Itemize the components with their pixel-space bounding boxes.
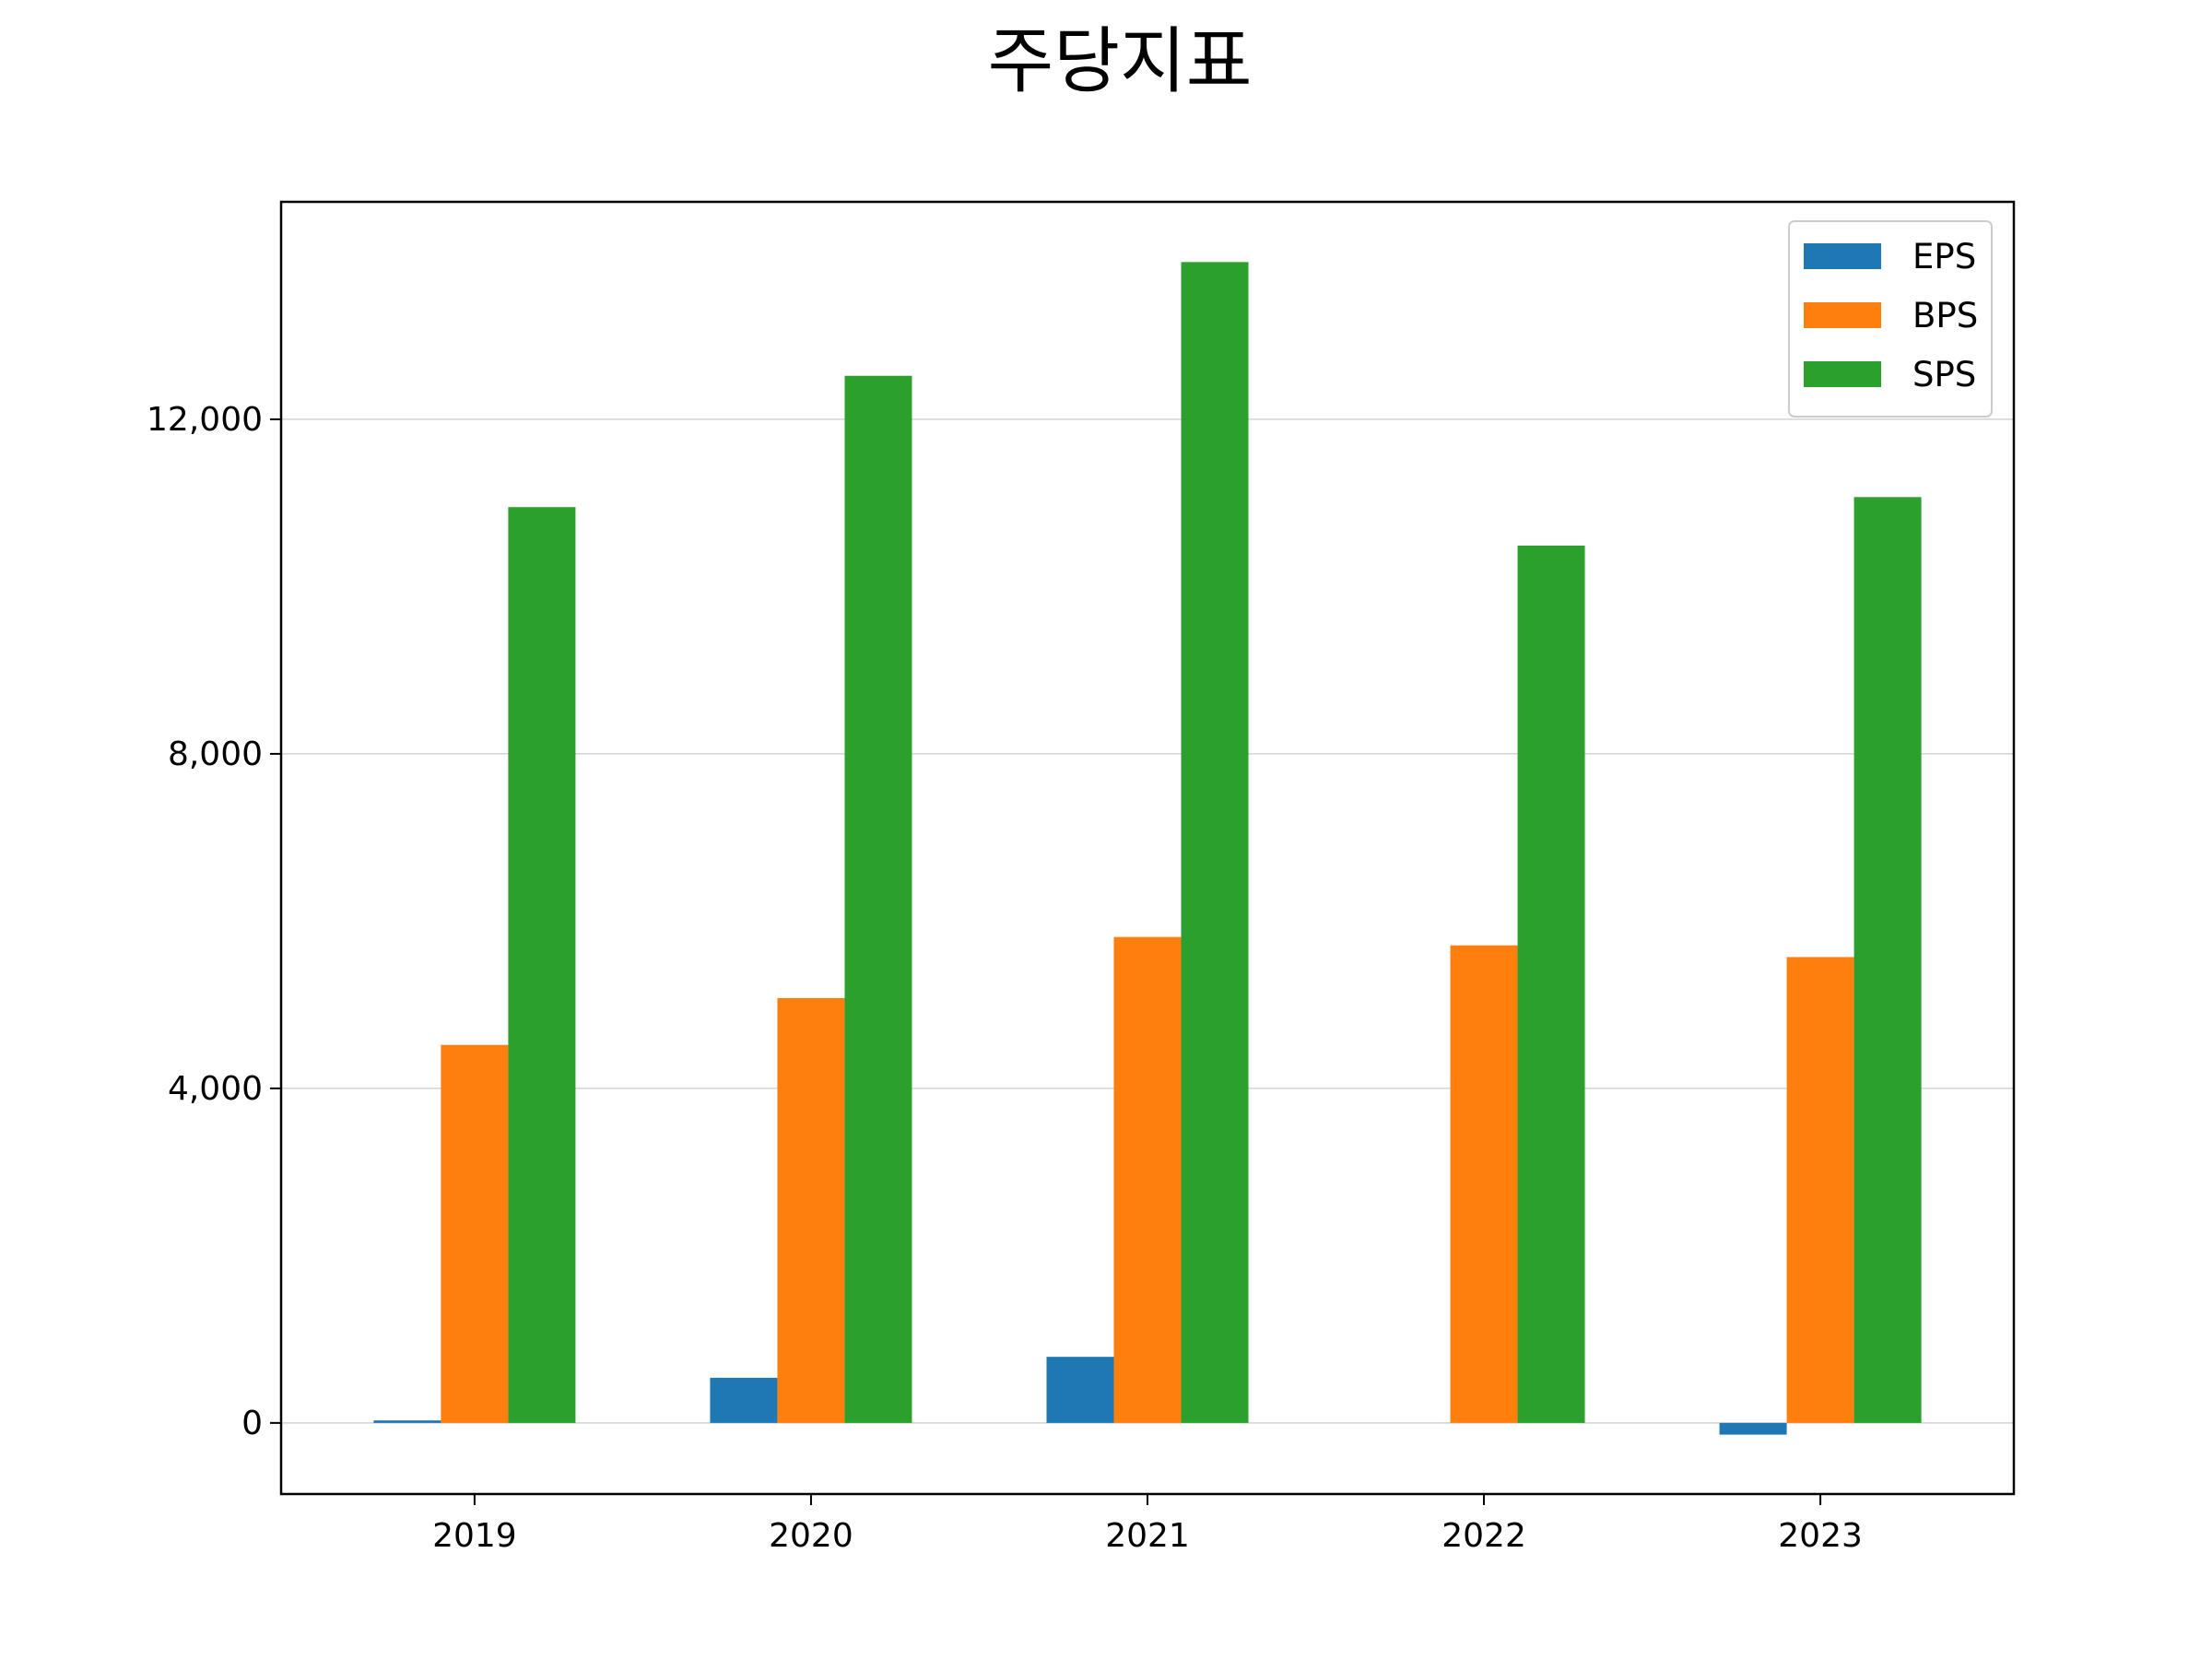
- bar-sps-2020: [844, 375, 912, 1423]
- x-tick-label: 2019: [432, 1517, 517, 1555]
- bar-eps-2019: [373, 1420, 441, 1423]
- bar-bps-2019: [441, 1044, 509, 1423]
- bar-eps-2023: [1719, 1422, 1787, 1435]
- legend-label-eps: EPS: [1912, 237, 1976, 276]
- bar-bps-2020: [777, 997, 845, 1423]
- legend-label-bps: BPS: [1912, 296, 1978, 335]
- y-tick-label: 0: [241, 1405, 263, 1442]
- y-tick-label: 4,000: [168, 1070, 263, 1108]
- x-tick-label: 2022: [1441, 1517, 1526, 1555]
- bar-eps-2021: [1046, 1357, 1114, 1423]
- bar-eps-2020: [710, 1377, 778, 1423]
- bars: [373, 262, 1922, 1435]
- legend-swatch-eps: [1804, 243, 1881, 269]
- x-axis: 2019 2020 2021 2022 2023: [432, 1494, 1863, 1555]
- legend-label-sps: SPS: [1912, 355, 1976, 394]
- x-tick-label: 2023: [1778, 1517, 1863, 1555]
- legend: EPS BPS SPS: [1788, 220, 1993, 418]
- bar-bps-2023: [1786, 957, 1854, 1423]
- bar-sps-2022: [1517, 545, 1585, 1423]
- y-tick-label: 8,000: [168, 735, 263, 773]
- bar-sps-2023: [1853, 497, 1922, 1423]
- x-tick-label: 2020: [769, 1517, 853, 1555]
- chart-title: 주당지표: [987, 20, 1252, 103]
- legend-swatch-bps: [1804, 302, 1881, 328]
- x-tick-label: 2021: [1105, 1517, 1190, 1555]
- bar-bps-2022: [1450, 945, 1518, 1423]
- bar-sps-2021: [1181, 262, 1249, 1423]
- y-tick-label: 12,000: [147, 401, 263, 439]
- y-axis: 0 4,000 8,000 12,000: [147, 401, 281, 1442]
- bar-sps-2019: [508, 507, 576, 1423]
- legend-swatch-sps: [1804, 361, 1881, 387]
- bar-bps-2021: [1113, 936, 1182, 1423]
